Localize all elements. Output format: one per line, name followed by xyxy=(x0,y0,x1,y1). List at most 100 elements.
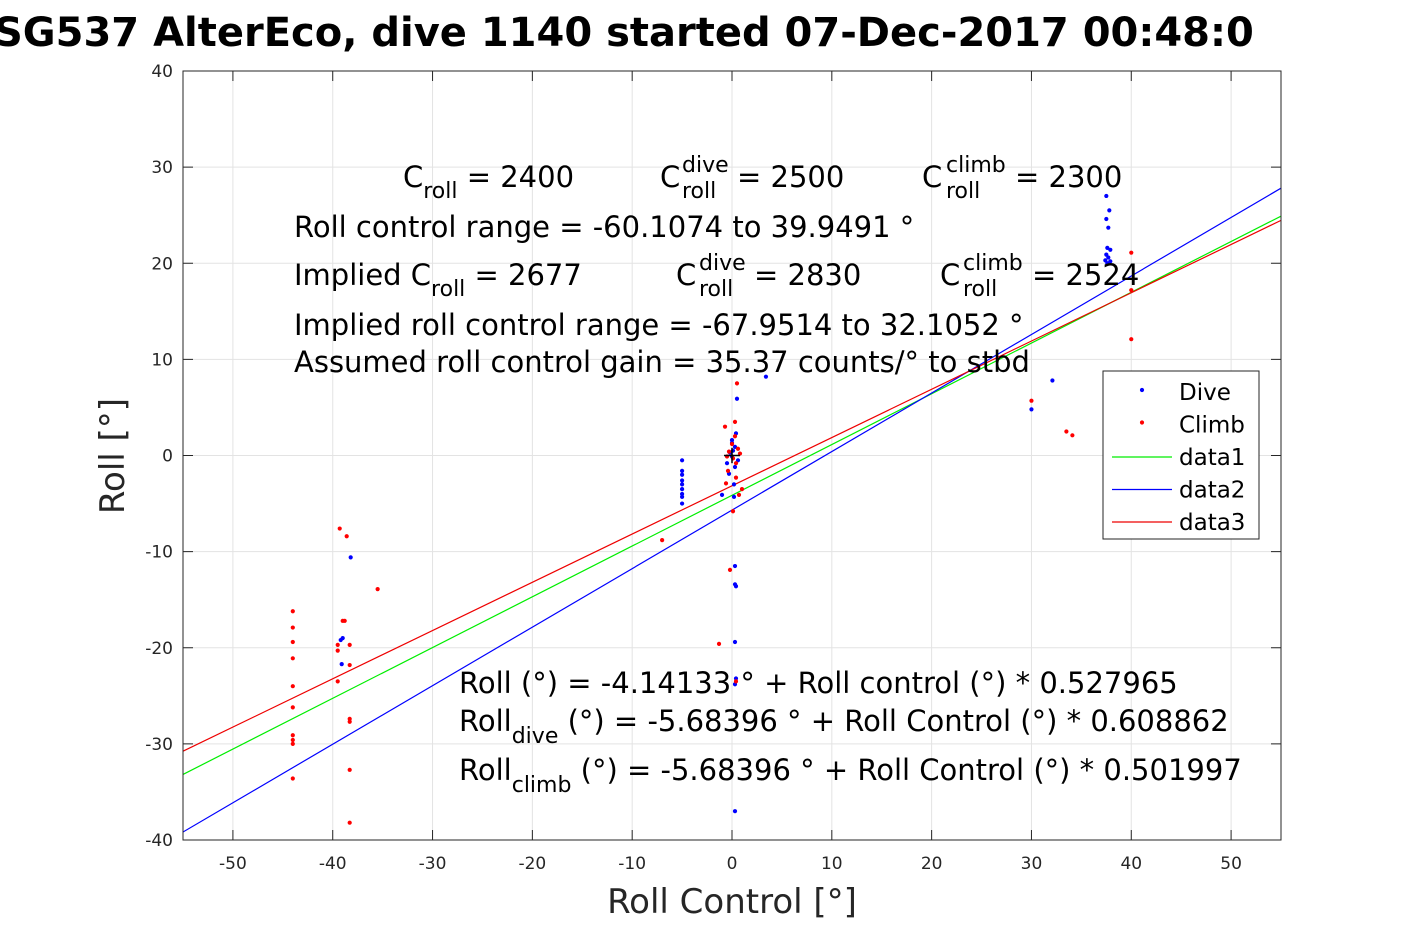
point-climb xyxy=(335,648,340,653)
point-climb xyxy=(347,820,352,825)
svg-text:climb: climb xyxy=(963,251,1023,276)
point-climb xyxy=(347,642,352,647)
point-dive xyxy=(679,478,685,483)
svg-text:roll: roll xyxy=(682,179,716,204)
svg-text:C: C xyxy=(940,258,960,292)
svg-text:C: C xyxy=(676,258,696,292)
svg-text:= 2524: = 2524 xyxy=(1032,258,1139,292)
point-dive xyxy=(338,637,343,643)
point-climb xyxy=(729,441,735,447)
y-tick-label: 0 xyxy=(162,447,173,467)
point-climb xyxy=(660,537,665,543)
point-climb xyxy=(1129,288,1134,293)
legend-label-data3: data3 xyxy=(1179,510,1245,536)
point-climb xyxy=(290,737,295,743)
y-tick-labels: -40 -30 -20 -10 0 10 20 30 40 xyxy=(145,62,173,851)
point-climb xyxy=(1029,398,1034,403)
point-climb xyxy=(347,767,352,772)
x-tick-label: 10 xyxy=(821,854,843,874)
svg-text:C: C xyxy=(922,160,942,194)
svg-text:dive: dive xyxy=(699,251,746,276)
point-climb xyxy=(290,733,295,738)
y-tick-label: -30 xyxy=(145,735,173,755)
point-dive xyxy=(732,639,738,645)
point-dive xyxy=(729,438,735,443)
point-dive xyxy=(679,501,685,506)
svg-text:Implied Croll = 2677: Implied Croll = 2677 xyxy=(294,258,582,302)
axis-ticks xyxy=(183,70,1281,841)
point-climb xyxy=(722,424,728,429)
point-climb xyxy=(290,639,295,645)
legend-box xyxy=(1102,370,1260,540)
point-climb xyxy=(340,618,345,623)
point-dive xyxy=(1105,261,1110,266)
implied-roll-range-text: Implied roll control range = -67.9514 to… xyxy=(294,308,1024,342)
point-climb xyxy=(730,509,736,514)
point-dive xyxy=(763,374,769,379)
point-dive xyxy=(679,468,685,473)
roll-control-range-text: Roll control range = -60.1074 to 39.9491… xyxy=(294,210,914,244)
point-climb xyxy=(736,492,742,498)
point-climb xyxy=(1064,429,1069,434)
point-climb xyxy=(739,487,745,492)
point-dive xyxy=(679,494,685,499)
point-climb xyxy=(716,641,722,647)
point-climb xyxy=(735,446,741,451)
point-climb xyxy=(727,567,733,572)
point-climb xyxy=(734,381,740,386)
legend-label-dive: Dive xyxy=(1179,380,1231,406)
point-dive xyxy=(732,563,738,569)
point-climb xyxy=(726,449,732,454)
legend: Dive Climb data1 data2 data3 xyxy=(1102,370,1260,540)
climb-fit-equation-text: Rollclimb (°) = -5.68396 ° + Roll Contro… xyxy=(459,753,1242,798)
point-dive xyxy=(679,472,685,477)
y-tick-label: 40 xyxy=(151,62,173,82)
svg-text:= 2830: = 2830 xyxy=(754,258,861,292)
point-climb xyxy=(290,684,295,689)
svg-text:roll: roll xyxy=(946,179,980,204)
point-climb xyxy=(737,451,743,456)
point-climb xyxy=(290,625,295,630)
point-dive xyxy=(1108,247,1113,252)
point-climb xyxy=(290,741,295,746)
point-dive xyxy=(1104,193,1109,199)
point-climb xyxy=(375,587,380,592)
y-tick-label: -10 xyxy=(145,543,173,563)
point-dive xyxy=(679,482,685,487)
point-dive xyxy=(1050,378,1055,383)
point-climb xyxy=(732,434,738,439)
point-dive xyxy=(719,492,725,498)
dive-fit-equation-text: Rolldive (°) = -5.68396 ° + Roll Control… xyxy=(459,704,1229,749)
point-climb xyxy=(344,534,349,539)
coefficient-annotation: Croll = 2400 C dive roll = 2500 C climb … xyxy=(403,153,1122,204)
legend-label-data1: data1 xyxy=(1179,445,1245,471)
point-dive xyxy=(1106,225,1111,230)
svg-text:= 2500: = 2500 xyxy=(737,160,844,194)
x-tick-labels: -50 -40 -30 -20 -10 0 10 20 30 40 50 xyxy=(219,854,1242,874)
point-dive xyxy=(732,444,738,449)
svg-text:C: C xyxy=(660,160,680,194)
point-dive xyxy=(339,661,344,667)
x-tick-label: -20 xyxy=(518,854,546,874)
point-climb xyxy=(1129,250,1134,255)
point-climb xyxy=(347,662,352,668)
point-climb xyxy=(335,679,340,684)
point-dive xyxy=(679,491,685,497)
point-climb xyxy=(347,716,352,721)
point-climb xyxy=(733,475,739,480)
point-dive xyxy=(724,461,730,466)
point-dive xyxy=(1105,245,1110,250)
svg-text:roll: roll xyxy=(963,277,997,302)
data-points xyxy=(290,193,1134,825)
point-dive xyxy=(1104,216,1109,222)
y-tick-label: -20 xyxy=(145,639,173,659)
point-dive xyxy=(1107,208,1112,213)
x-tick-label: 40 xyxy=(1120,854,1142,874)
point-dive xyxy=(732,464,738,470)
point-climb xyxy=(290,705,295,710)
point-dive xyxy=(679,458,685,463)
fit-equation-text: Roll (°) = -4.14133 ° + Roll control (°)… xyxy=(459,666,1178,700)
x-tick-label: 30 xyxy=(1021,854,1043,874)
point-dive xyxy=(348,555,353,560)
